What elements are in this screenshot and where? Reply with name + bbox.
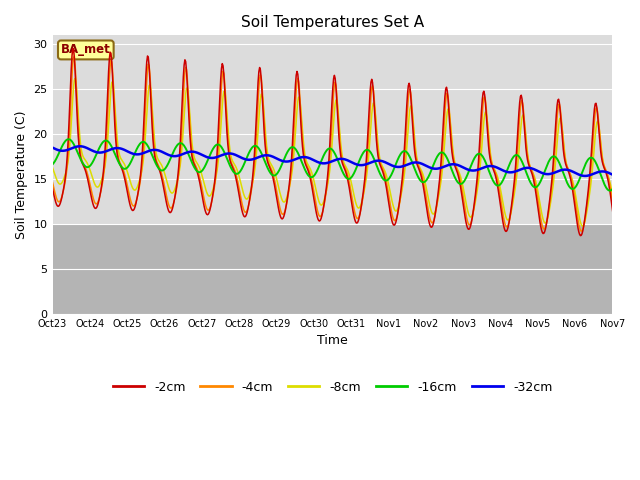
Legend: -2cm, -4cm, -8cm, -16cm, -32cm: -2cm, -4cm, -8cm, -16cm, -32cm [108,376,557,399]
Title: Soil Temperatures Set A: Soil Temperatures Set A [241,15,424,30]
Y-axis label: Soil Temperature (C): Soil Temperature (C) [15,110,28,239]
Bar [52,224,612,314]
X-axis label: Time: Time [317,334,348,347]
Text: BA_met: BA_met [61,43,111,57]
